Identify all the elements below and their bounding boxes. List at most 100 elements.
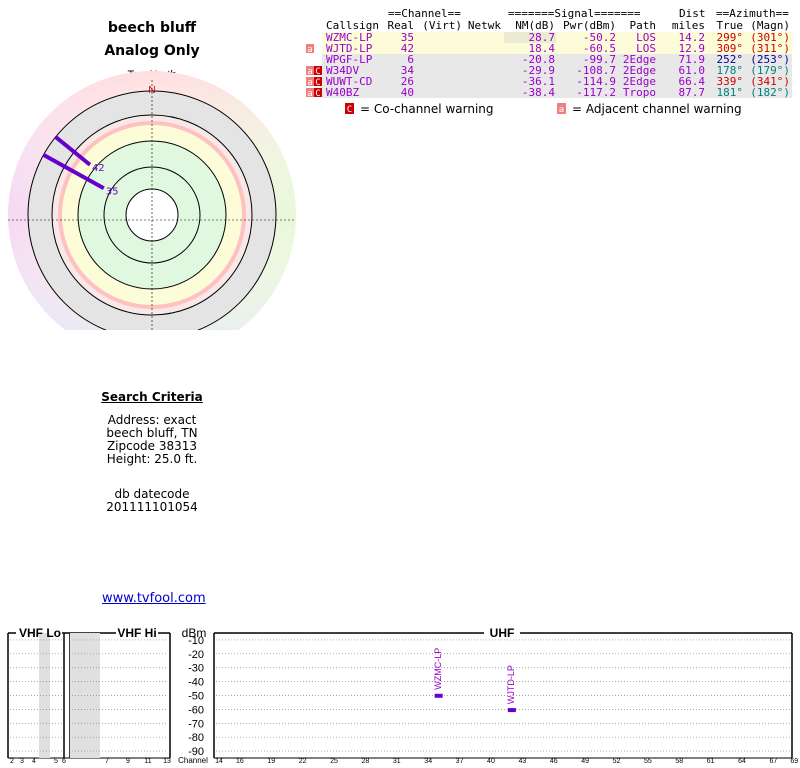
table-cell: -38.4 <box>522 86 555 99</box>
station-bar <box>507 708 516 713</box>
table-cell: 26 <box>401 75 414 88</box>
uhf-tick-label: 19 <box>267 758 275 765</box>
tvfool-link[interactable]: www.tvfool.com <box>102 591 206 606</box>
table-cell: 35 <box>401 31 414 44</box>
uhf-tick-label: 22 <box>299 758 307 765</box>
y-tick-label: -20 <box>188 649 204 661</box>
vhf-hi-tick-label: 6 <box>62 758 66 765</box>
table-row-bg <box>322 65 792 76</box>
uhf-tick-label: 58 <box>675 758 683 765</box>
db-datecode-value: 201111101054 <box>106 500 198 514</box>
table-cell: 18.4 <box>529 42 556 55</box>
uhf-tick-label: 31 <box>393 758 401 765</box>
table-cell: LOS <box>636 31 656 44</box>
table-cell: -60.5 <box>583 42 616 55</box>
station-bar-label: WJTD-LP <box>506 665 516 704</box>
adjacent-legend-label: = Adjacent channel warning <box>572 102 742 116</box>
vhf-hi-tick-label: 7 <box>105 758 109 765</box>
vhf-hi-gap-shade <box>70 633 100 758</box>
search-criteria-address: Address: exact <box>107 413 197 427</box>
table-cell: 6 <box>407 53 414 66</box>
radar-station-label: 35 <box>106 186 119 197</box>
cochannel-warning-glyph: C <box>315 89 320 99</box>
table-row-bg <box>322 54 792 65</box>
signal-group-header: =======Signal======= <box>508 7 641 20</box>
column-header: Real <box>388 19 415 32</box>
analog-only-subtitle: Analog Only <box>104 43 200 59</box>
table-cell: -50.2 <box>583 31 616 44</box>
column-header: (Magn) <box>750 19 790 32</box>
vhf-hi-label: VHF Hi <box>117 626 156 640</box>
table-body: WZMC-LP 35 28.7 -50.2 LOS 14.2 299° (301°) a WJTD… <box>306 31 792 99</box>
channel-group-header: ==Channel== <box>388 7 461 20</box>
vhf-hi-tick-label: 11 <box>144 758 151 765</box>
cochannel-warning-badge <box>314 66 322 75</box>
y-tick-label: -40 <box>188 677 204 689</box>
uhf-tick-label: 43 <box>518 758 526 765</box>
uhf-label: UHF <box>490 626 515 640</box>
uhf-tick-label: 34 <box>424 758 432 765</box>
table-cell: (182°) <box>750 86 790 99</box>
search-criteria-heading: Search Criteria <box>101 390 203 404</box>
warning-legend: C = Co-channel warning a = Adjacent channel… <box>345 102 742 116</box>
table-cell: LOS <box>636 42 656 55</box>
dbm-axis-label: dBm <box>182 626 207 640</box>
column-header: Netwk <box>468 19 501 32</box>
table-cell: -36.1 <box>522 75 555 88</box>
cochannel-warning-badge <box>314 77 322 86</box>
column-header: NM(dB) <box>515 19 555 32</box>
vhf-lo-tick-label: 5 <box>54 758 58 765</box>
adjacent-warning-glyph: a <box>307 78 312 88</box>
table-cell: 14.2 <box>679 31 706 44</box>
adjacent-legend-glyph: a <box>559 105 564 115</box>
search-criteria-place: beech bluff, TN <box>106 426 198 440</box>
table-cell: 71.9 <box>679 53 706 66</box>
uhf-tick-label: 67 <box>769 758 777 765</box>
station-bar <box>434 693 443 698</box>
spectrum-plot: VHF Lo VHF Hi UHF dBm-10 -20 -30 -40 -50-60 -70 -… <box>7 626 798 765</box>
dist-group-header: Dist <box>679 7 706 20</box>
search-criteria-height: Height: 25.0 ft. <box>106 452 198 466</box>
table-cell: WJTD-LP <box>326 42 373 55</box>
table-cell: 2Edge <box>623 64 656 77</box>
table-cell: 2Edge <box>623 75 656 88</box>
table-cell: 252° <box>717 53 744 66</box>
radar-station-label: 42 <box>92 163 105 174</box>
table-cell: -108.7 <box>576 64 616 77</box>
station-table: ==Channel== =======Signal======= Dist ==Azi… <box>306 7 792 116</box>
cochannel-warning-badge <box>314 88 322 97</box>
uhf-tick-label: 40 <box>487 758 495 765</box>
table-row-bg <box>322 43 792 54</box>
uhf-tick-label: 14 <box>215 758 223 765</box>
uhf-tick-label: 46 <box>550 758 558 765</box>
y-tick-label: -10 <box>188 635 204 647</box>
table-cell: 309° <box>717 42 744 55</box>
table-cell: 299° <box>717 31 744 44</box>
vhf-lo-tick-label: 4 <box>32 758 36 765</box>
uhf-tick-label: 28 <box>362 758 370 765</box>
north-marker: N <box>148 85 155 96</box>
db-datecode-label: db datecode <box>114 487 190 501</box>
table-cell: 87.7 <box>679 86 706 99</box>
table-cell: WUWT-CD <box>326 75 372 88</box>
uhf-frame <box>213 633 793 758</box>
table-cell: 339° <box>717 75 744 88</box>
table-cell: W34DV <box>326 64 359 77</box>
table-cell: (341°) <box>750 75 790 88</box>
table-cell: (179°) <box>750 64 790 77</box>
column-header: (Virt) <box>422 19 462 32</box>
table-row-bg <box>322 32 792 43</box>
column-header: Path <box>630 19 657 32</box>
table-cell: 42 <box>401 42 414 55</box>
radar-station-bar <box>42 153 105 191</box>
uhf-tick-label: 52 <box>613 758 621 765</box>
adjacent-legend-swatch <box>557 103 566 114</box>
table-cell: -99.7 <box>583 53 616 66</box>
vhf-lo-label: VHF Lo <box>19 626 61 640</box>
table-cell: (253°) <box>750 53 790 66</box>
table-cell: 12.9 <box>679 42 706 55</box>
uhf-tick-label: 49 <box>581 758 589 765</box>
table-row-bg <box>322 76 792 87</box>
uhf-tick-label: 16 <box>236 758 244 765</box>
table-cell: -114.9 <box>576 75 616 88</box>
